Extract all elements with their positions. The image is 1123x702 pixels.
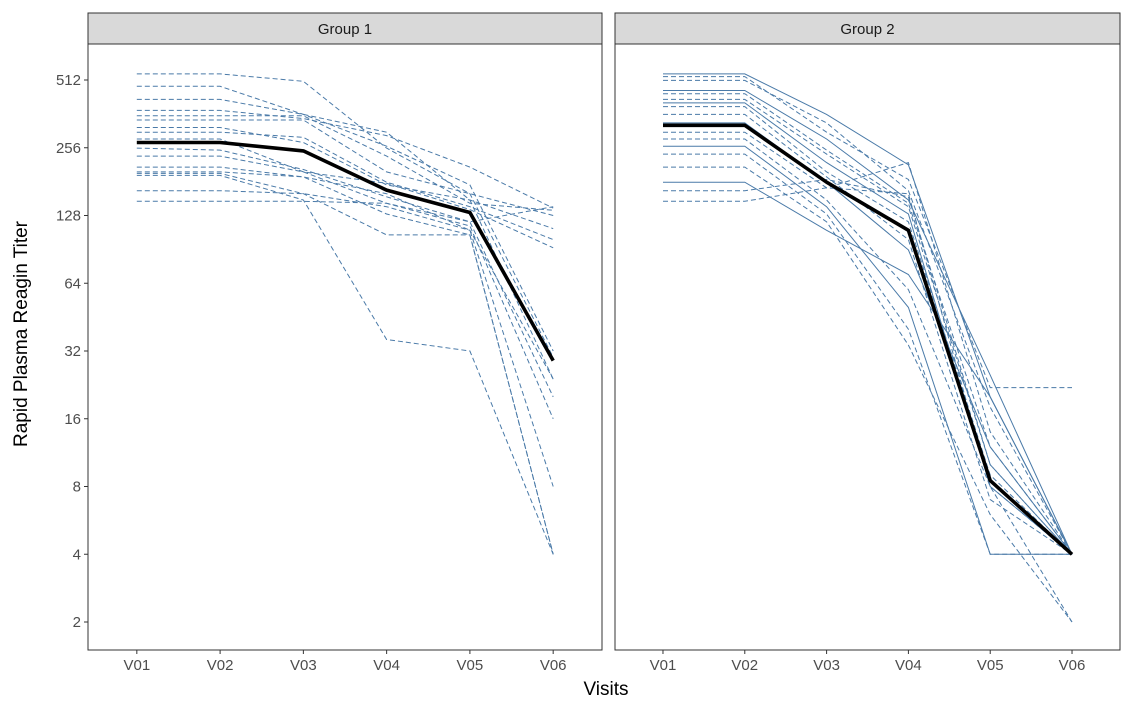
x-tick-label: V05 bbox=[457, 657, 484, 674]
y-tick-label: 256 bbox=[56, 140, 81, 157]
panel-1: Group 1 V01 V02 V03 V04 V05 V06 bbox=[87, 12, 603, 674]
x-tick-label: V03 bbox=[290, 657, 317, 674]
x-tick-label: V05 bbox=[977, 657, 1004, 674]
subject-line bbox=[663, 187, 1073, 623]
mean-line bbox=[663, 123, 1074, 556]
x-axis-title: Visits bbox=[583, 679, 628, 700]
subject-line bbox=[136, 172, 554, 555]
x-tick-label: V01 bbox=[123, 657, 150, 674]
subject-line bbox=[663, 98, 1073, 555]
subject-line bbox=[136, 119, 554, 216]
y-tick-label: 2 bbox=[73, 614, 81, 631]
x-tick-label: V04 bbox=[373, 657, 400, 674]
subject-line bbox=[663, 131, 1073, 555]
subject-line bbox=[136, 73, 554, 358]
x-tick-label: V02 bbox=[207, 657, 234, 674]
y-tick-label: 512 bbox=[56, 72, 81, 89]
subject-line bbox=[663, 153, 1072, 555]
x-tick-label: V03 bbox=[813, 657, 840, 674]
subject-line bbox=[136, 200, 554, 223]
subject-line bbox=[136, 190, 554, 380]
subject-line bbox=[663, 106, 1073, 555]
x-tick-label: V02 bbox=[731, 657, 758, 674]
y-tick-label: 8 bbox=[73, 479, 81, 496]
subject-line bbox=[663, 90, 1073, 555]
subject-lines bbox=[663, 73, 1073, 623]
subject-line bbox=[663, 178, 1073, 555]
subject-line bbox=[663, 79, 1073, 555]
subject-line bbox=[136, 155, 554, 419]
subject-line bbox=[663, 76, 1072, 389]
y-tick-label: 64 bbox=[64, 275, 81, 292]
panel-2: Group 2 V01 V02 V03 V04 V05 V06 bbox=[614, 12, 1121, 674]
y-tick-label: 32 bbox=[64, 343, 81, 360]
subject-line bbox=[136, 109, 554, 209]
subject-line bbox=[663, 138, 1073, 555]
x-tick-label: V06 bbox=[540, 657, 567, 674]
subject-line bbox=[136, 174, 554, 555]
subject-line bbox=[136, 171, 554, 555]
subject-line bbox=[136, 147, 554, 398]
y-axis: 2 4 8 16 32 64 128 256 512 bbox=[56, 72, 88, 631]
y-axis-title: Rapid Plasma Reagin Titer bbox=[11, 220, 32, 447]
subject-lines bbox=[136, 73, 554, 555]
subject-line bbox=[663, 93, 1073, 555]
strip-label: Group 1 bbox=[318, 21, 372, 38]
subject-line bbox=[136, 115, 554, 211]
subject-line bbox=[663, 166, 1073, 623]
subject-line bbox=[663, 122, 1073, 555]
panel-border bbox=[614, 43, 1121, 651]
x-tick-label: V04 bbox=[895, 657, 922, 674]
subject-line bbox=[663, 181, 1073, 555]
x-axis: V01 V02 V03 V04 V05 V06 bbox=[123, 650, 567, 674]
mean-line bbox=[136, 140, 555, 362]
subject-line bbox=[136, 98, 554, 380]
x-tick-label: V01 bbox=[650, 657, 677, 674]
y-tick-label: 4 bbox=[73, 546, 81, 563]
x-tick-label: V06 bbox=[1059, 657, 1086, 674]
subject-line bbox=[136, 85, 554, 352]
x-axis: V01 V02 V03 V04 V05 V06 bbox=[650, 650, 1086, 674]
strip-label: Group 2 bbox=[840, 21, 894, 38]
panel-border bbox=[87, 43, 603, 651]
subject-line bbox=[136, 138, 554, 249]
subject-line bbox=[136, 166, 554, 487]
y-tick-label: 128 bbox=[56, 208, 81, 225]
strip-background bbox=[87, 12, 603, 45]
subject-line bbox=[136, 131, 554, 241]
subject-line bbox=[136, 127, 554, 230]
y-tick-label: 16 bbox=[64, 411, 81, 428]
